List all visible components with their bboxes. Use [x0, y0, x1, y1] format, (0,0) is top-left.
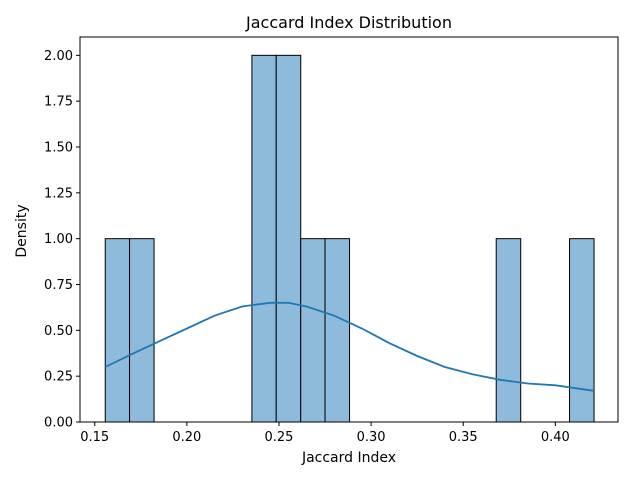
kde-group [104, 301, 595, 392]
kde-line [104, 301, 595, 392]
y-tick-label: 1.75 [44, 95, 73, 110]
x-ticks-group: 0.15 0.20 0.25 0.30 0.35 0.40 [80, 422, 570, 445]
histogram-bar [495, 238, 522, 423]
histogram-bar [324, 238, 351, 423]
x-tick-label: 0.25 [265, 430, 294, 445]
y-tick-label: 1.25 [44, 186, 73, 201]
histogram-bar [275, 54, 302, 423]
x-tick-label: 0.20 [172, 430, 201, 445]
histogram-bar [251, 54, 277, 423]
histogram-bar [300, 238, 326, 423]
histogram-bar [129, 238, 155, 423]
y-axis-label: Density [14, 204, 30, 257]
chart-title: Jaccard Index Distribution [245, 13, 452, 32]
histogram-bar [569, 238, 595, 423]
bars-group [104, 54, 595, 423]
y-tick-label: 2.00 [44, 49, 73, 64]
y-ticks-group: 0.00 0.25 0.50 0.75 1.00 1.25 1.50 1.75 2.00 [44, 49, 80, 431]
y-tick-label: 1.00 [44, 232, 73, 247]
plot-frame [79, 36, 619, 423]
x-tick-label: 0.15 [80, 430, 109, 445]
y-tick-label: 0.25 [44, 370, 73, 385]
x-axis-label: Jaccard Index [301, 450, 396, 466]
x-tick-label: 0.30 [357, 430, 386, 445]
x-tick-label: 0.40 [541, 430, 570, 445]
y-tick-label: 1.50 [44, 141, 73, 156]
y-tick-label: 0.50 [44, 324, 73, 339]
y-tick-label: 0.00 [44, 416, 73, 431]
y-tick-label: 0.75 [44, 278, 73, 293]
histogram-bar [104, 238, 131, 423]
x-tick-label: 0.35 [449, 430, 478, 445]
